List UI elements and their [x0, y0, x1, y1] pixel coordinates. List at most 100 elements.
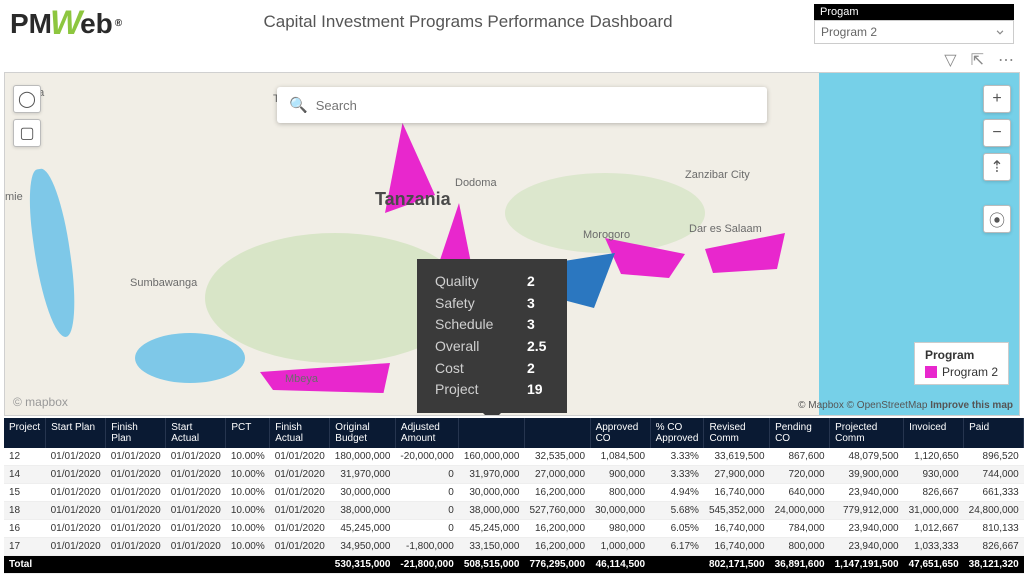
table-row[interactable]: 1501/01/202001/01/202001/01/202010.00%01… — [4, 484, 1024, 502]
cell: 27,900,000 — [704, 466, 770, 484]
cell: 01/01/2020 — [270, 466, 330, 484]
col-header[interactable]: Pending CO — [770, 418, 830, 448]
cell: -20,000,000 — [395, 448, 458, 466]
cell: 3.33% — [650, 448, 704, 466]
cell: 24,800,000 — [964, 502, 1024, 520]
tt-k: Safety — [435, 293, 475, 315]
city-label: Dodoma — [455, 177, 497, 189]
col-header[interactable]: Project — [4, 418, 46, 448]
cell: 01/01/2020 — [166, 466, 226, 484]
zoom-in-icon[interactable]: + — [983, 85, 1011, 113]
logo-eb: eb — [80, 8, 113, 40]
cell: 6.05% — [650, 520, 704, 538]
cell: 900,000 — [590, 466, 650, 484]
col-header[interactable]: PCT — [226, 418, 270, 448]
cell: 18 — [4, 502, 46, 520]
col-header[interactable] — [524, 418, 590, 448]
cell: 01/01/2020 — [106, 520, 166, 538]
cell: -1,800,000 — [395, 538, 458, 556]
dropdown-select[interactable]: Program 2 — [814, 20, 1014, 44]
col-header[interactable]: Invoiced — [904, 418, 964, 448]
table-row[interactable]: 1201/01/202001/01/202001/01/202010.00%01… — [4, 448, 1024, 466]
cell: 31,000,000 — [904, 502, 964, 520]
cell: 0 — [395, 520, 458, 538]
table-row[interactable]: 1601/01/202001/01/202001/01/202010.00%01… — [4, 520, 1024, 538]
col-header[interactable] — [459, 418, 525, 448]
logo-pm: PM — [10, 8, 52, 40]
program-marker[interactable] — [260, 363, 390, 393]
cell: 14 — [4, 466, 46, 484]
zoom-out-icon[interactable]: − — [983, 119, 1011, 147]
cell: 23,940,000 — [830, 520, 904, 538]
col-header[interactable]: Finish Plan — [106, 418, 166, 448]
col-header[interactable]: Finish Actual — [270, 418, 330, 448]
cell: 01/01/2020 — [46, 520, 106, 538]
tt-v: 3 — [527, 314, 549, 336]
filter-icon[interactable]: ▽ — [944, 50, 956, 70]
search-input[interactable] — [316, 98, 755, 113]
cell — [166, 556, 226, 574]
cell: 01/01/2020 — [166, 520, 226, 538]
search-icon: 🔍 — [289, 96, 308, 114]
tt-k: Schedule — [435, 314, 493, 336]
attrib-osm[interactable]: © OpenStreetMap — [847, 400, 928, 411]
col-header[interactable]: Paid — [964, 418, 1024, 448]
program-dropdown[interactable]: Progam Program 2 — [814, 4, 1014, 44]
cell — [650, 556, 704, 574]
more-icon[interactable]: ⋯ — [998, 50, 1014, 70]
data-table: ProjectStart PlanFinish PlanStart Actual… — [4, 418, 1020, 574]
cell: 0 — [395, 484, 458, 502]
city-label: mie — [5, 191, 23, 203]
cell: 38,121,320 — [964, 556, 1024, 574]
col-header[interactable]: Start Actual — [166, 418, 226, 448]
rect-select-icon[interactable]: ▢ — [13, 119, 41, 147]
col-header[interactable]: Adjusted Amount — [395, 418, 458, 448]
cell: 160,000,000 — [459, 448, 525, 466]
attrib-improve[interactable]: Improve this map — [930, 400, 1013, 411]
tt-k: Quality — [435, 271, 479, 293]
program-marker[interactable] — [705, 233, 785, 273]
table-body: 1201/01/202001/01/202001/01/202010.00%01… — [4, 448, 1024, 574]
attrib-mapbox[interactable]: © Mapbox — [798, 400, 844, 411]
cell: 545,352,000 — [704, 502, 770, 520]
map[interactable]: Tanzania Dodoma Morogoro Dar es Salaam Z… — [4, 72, 1020, 416]
col-header[interactable]: Revised Comm — [704, 418, 770, 448]
map-search[interactable]: 🔍 — [277, 87, 767, 123]
cell: 33,150,000 — [459, 538, 525, 556]
tt-k: Cost — [435, 358, 464, 380]
cell: 527,760,000 — [524, 502, 590, 520]
cell: 17 — [4, 538, 46, 556]
cell: 46,114,500 — [590, 556, 650, 574]
cell: 980,000 — [590, 520, 650, 538]
col-header[interactable]: Original Budget — [330, 418, 396, 448]
tt-v: 2 — [527, 271, 549, 293]
cell: 01/01/2020 — [106, 448, 166, 466]
col-header[interactable]: Approved CO — [590, 418, 650, 448]
table-row[interactable]: 1701/01/202001/01/202001/01/202010.00%01… — [4, 538, 1024, 556]
cell: 01/01/2020 — [106, 502, 166, 520]
col-header[interactable]: Projected Comm — [830, 418, 904, 448]
cell: 784,000 — [770, 520, 830, 538]
cell: 01/01/2020 — [46, 502, 106, 520]
geosearch-icon[interactable]: ⦿ — [983, 205, 1011, 233]
tt-k: Project — [435, 379, 479, 401]
table-row[interactable]: 1401/01/202001/01/202001/01/202010.00%01… — [4, 466, 1024, 484]
cell: 508,515,000 — [459, 556, 525, 574]
map-attribution: © Mapbox © OpenStreetMap Improve this ma… — [798, 400, 1013, 411]
page-title: Capital Investment Programs Performance … — [122, 4, 814, 32]
lake — [135, 333, 245, 383]
cell: 896,520 — [964, 448, 1024, 466]
cell: 01/01/2020 — [106, 538, 166, 556]
dropdown-value: Program 2 — [821, 25, 877, 39]
lasso-icon[interactable]: ◯ — [13, 85, 41, 113]
col-header[interactable]: % CO Approved — [650, 418, 704, 448]
cell: 779,912,000 — [830, 502, 904, 520]
table-row[interactable]: 1801/01/202001/01/202001/01/202010.00%01… — [4, 502, 1024, 520]
cell: 30,000,000 — [459, 484, 525, 502]
export-icon[interactable]: ⇱ — [971, 50, 984, 70]
col-header[interactable]: Start Plan — [46, 418, 106, 448]
compass-icon[interactable]: ⇡ — [983, 153, 1011, 181]
cell: 1,033,333 — [904, 538, 964, 556]
tt-v: 2.5 — [527, 336, 549, 358]
table-header-row: ProjectStart PlanFinish PlanStart Actual… — [4, 418, 1024, 448]
